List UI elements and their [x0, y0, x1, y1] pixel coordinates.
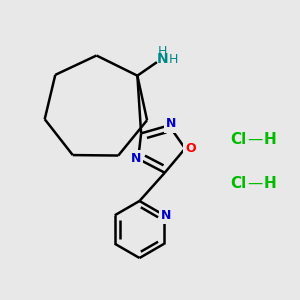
Text: H: H	[264, 176, 276, 190]
Text: Cl: Cl	[230, 176, 247, 190]
Text: N: N	[130, 152, 141, 165]
Text: N: N	[161, 209, 171, 222]
Text: N: N	[157, 52, 169, 66]
Text: H: H	[158, 45, 168, 58]
Text: —: —	[248, 176, 262, 190]
Text: —: —	[248, 132, 262, 147]
Text: N: N	[166, 117, 176, 130]
Text: N: N	[130, 152, 141, 165]
Text: N: N	[166, 117, 176, 130]
Text: H: H	[264, 132, 276, 147]
Text: H: H	[169, 53, 178, 66]
Text: O: O	[185, 142, 196, 155]
Text: O: O	[185, 142, 196, 155]
Text: Cl: Cl	[230, 132, 247, 147]
